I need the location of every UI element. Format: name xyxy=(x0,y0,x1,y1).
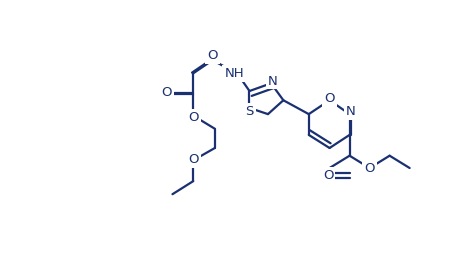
Text: O: O xyxy=(161,86,172,99)
Text: N: N xyxy=(268,75,277,87)
Text: N: N xyxy=(346,105,356,118)
Text: O: O xyxy=(188,111,199,124)
Text: S: S xyxy=(245,104,254,118)
Text: O: O xyxy=(364,162,375,174)
Text: O: O xyxy=(207,49,218,62)
Text: O: O xyxy=(325,92,335,105)
Text: O: O xyxy=(323,169,333,182)
Text: NH: NH xyxy=(224,67,244,80)
Text: O: O xyxy=(188,153,199,166)
